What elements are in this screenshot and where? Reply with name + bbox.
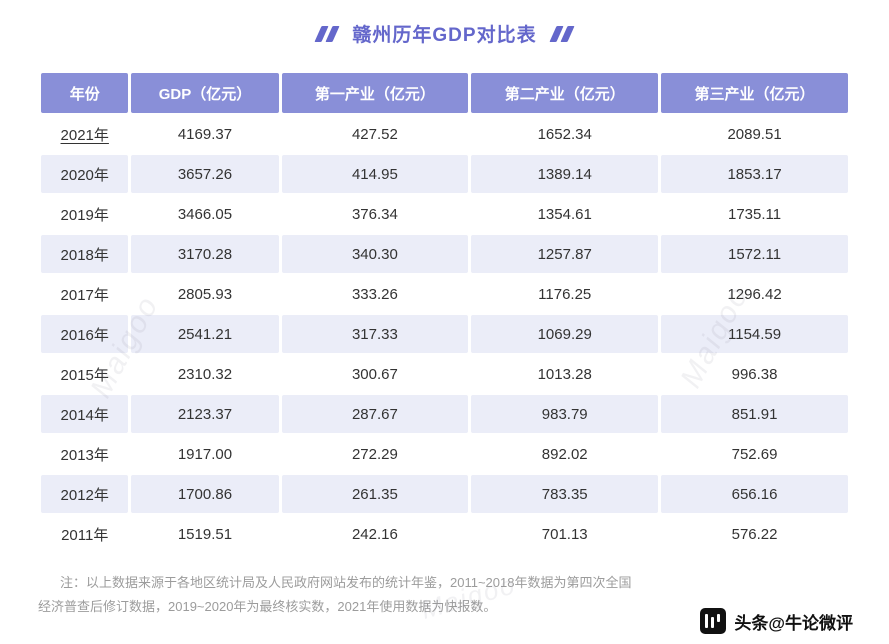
value-cell: 701.13 (471, 515, 659, 553)
value-cell: 1176.25 (471, 275, 659, 313)
year-cell: 2021年 (41, 115, 129, 153)
value-cell: 892.02 (471, 435, 659, 473)
page-title: 赣州历年GDP对比表 (352, 25, 537, 46)
value-cell: 1700.86 (131, 475, 279, 513)
year-cell: 2017年 (41, 275, 129, 313)
value-cell: 1296.42 (661, 275, 848, 313)
value-cell: 2805.93 (131, 275, 279, 313)
value-cell: 576.22 (661, 515, 848, 553)
value-cell: 1389.14 (471, 155, 659, 193)
value-cell: 376.34 (281, 195, 469, 233)
value-cell: 1354.61 (471, 195, 659, 233)
year-cell: 2011年 (41, 515, 129, 553)
value-cell: 272.29 (281, 435, 469, 473)
value-cell: 3657.26 (131, 155, 279, 193)
value-cell: 3466.05 (131, 195, 279, 233)
value-cell: 1853.17 (661, 155, 848, 193)
value-cell: 261.35 (281, 475, 469, 513)
value-cell: 752.69 (661, 435, 848, 473)
year-cell: 2020年 (41, 155, 129, 193)
value-cell: 4169.37 (131, 115, 279, 153)
gdp-table: 年份 GDP（亿元） 第一产业（亿元） 第二产业（亿元） 第三产业（亿元） 20… (38, 71, 851, 555)
year-cell: 2016年 (41, 315, 129, 353)
year-cell: 2015年 (41, 355, 129, 393)
value-cell: 1519.51 (131, 515, 279, 553)
year-cell: 2014年 (41, 395, 129, 433)
table-row: 2017年 2805.93 333.26 1176.25 1296.42 (41, 275, 848, 313)
value-cell: 2310.32 (131, 355, 279, 393)
value-cell: 656.16 (661, 475, 848, 513)
col-header-gdp: GDP（亿元） (131, 73, 279, 113)
value-cell: 427.52 (281, 115, 469, 153)
footer-credit: 头条@牛论微评 (700, 608, 853, 634)
table-body: 2021年 4169.37 427.52 1652.34 2089.51 2020年 365… (41, 115, 848, 553)
value-cell: 996.38 (661, 355, 848, 393)
value-cell: 2123.37 (131, 395, 279, 433)
table-row: 2014年 2123.37 287.67 983.79 851.91 (41, 395, 848, 433)
col-header-secondary: 第二产业（亿元） (471, 73, 659, 113)
toutiao-icon (700, 608, 727, 634)
value-cell: 2089.51 (661, 115, 848, 153)
value-cell: 300.67 (281, 355, 469, 393)
table-row: 2018年 3170.28 340.30 1257.87 1572.11 (41, 235, 848, 273)
value-cell: 851.91 (661, 395, 848, 433)
value-cell: 1735.11 (661, 195, 848, 233)
value-cell: 1917.00 (131, 435, 279, 473)
quote-mark-left-icon (314, 25, 340, 42)
value-cell: 317.33 (281, 315, 469, 353)
page-header: 赣州历年GDP对比表 (0, 0, 889, 47)
year-cell: 2012年 (41, 475, 129, 513)
value-cell: 414.95 (281, 155, 469, 193)
value-cell: 1652.34 (471, 115, 659, 153)
col-header-year: 年份 (41, 73, 129, 113)
value-cell: 3170.28 (131, 235, 279, 273)
col-header-tertiary: 第三产业（亿元） (661, 73, 848, 113)
year-cell: 2019年 (41, 195, 129, 233)
value-cell: 983.79 (471, 395, 659, 433)
year-cell: 2018年 (41, 235, 129, 273)
col-header-primary: 第一产业（亿元） (281, 73, 469, 113)
value-cell: 1572.11 (661, 235, 848, 273)
value-cell: 242.16 (281, 515, 469, 553)
table-row: 2016年 2541.21 317.33 1069.29 1154.59 (41, 315, 848, 353)
table-row: 2013年 1917.00 272.29 892.02 752.69 (41, 435, 848, 473)
value-cell: 1013.28 (471, 355, 659, 393)
value-cell: 287.67 (281, 395, 469, 433)
table-row: 2012年 1700.86 261.35 783.35 656.16 (41, 475, 848, 513)
value-cell: 2541.21 (131, 315, 279, 353)
table-row: 2011年 1519.51 242.16 701.13 576.22 (41, 515, 848, 553)
table-header-row: 年份 GDP（亿元） 第一产业（亿元） 第二产业（亿元） 第三产业（亿元） (41, 73, 848, 113)
year-cell: 2013年 (41, 435, 129, 473)
table-row: 2021年 4169.37 427.52 1652.34 2089.51 (41, 115, 848, 153)
table-row: 2020年 3657.26 414.95 1389.14 1853.17 (41, 155, 848, 193)
value-cell: 333.26 (281, 275, 469, 313)
value-cell: 1069.29 (471, 315, 659, 353)
value-cell: 340.30 (281, 235, 469, 273)
table-row: 2019年 3466.05 376.34 1354.61 1735.11 (41, 195, 848, 233)
data-source-note: 注：以上数据来源于各地区统计局及人民政府网站发布的统计年鉴，2011~2018年… (38, 575, 632, 615)
quote-mark-right-icon (549, 25, 575, 42)
table-row: 2015年 2310.32 300.67 1013.28 996.38 (41, 355, 848, 393)
value-cell: 1154.59 (661, 315, 848, 353)
credit-text: 头条@牛论微评 (734, 613, 853, 633)
value-cell: 1257.87 (471, 235, 659, 273)
value-cell: 783.35 (471, 475, 659, 513)
